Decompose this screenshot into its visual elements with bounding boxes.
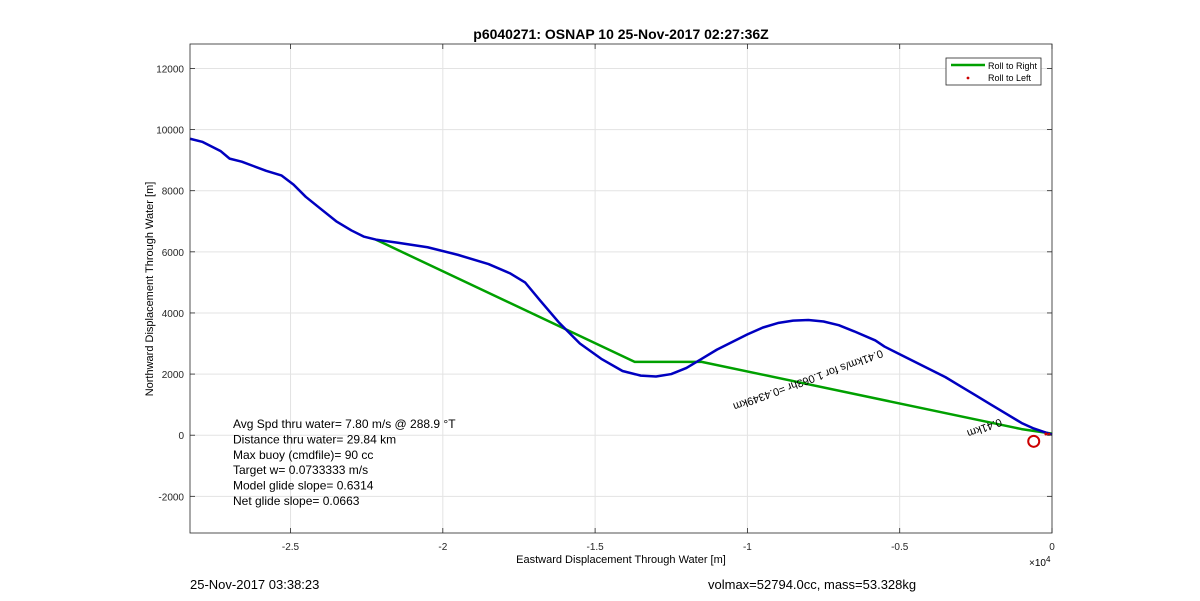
x-axis-ticks: -2.5 -2 -1.5 -1 -0.5 0 — [282, 44, 1055, 553]
x-tick-label: -0.5 — [891, 542, 909, 553]
plot-frame — [189, 43, 1053, 534]
y-tick-label: 4000 — [162, 309, 185, 320]
legend-box — [945, 57, 1042, 86]
y-axis-ticks: -2000 0 2000 4000 6000 8000 10000 12000 — [156, 64, 1052, 503]
stats-line: Target w= 0.0733333 m/s — [233, 463, 368, 477]
stats-line: Distance thru water= 29.84 km — [233, 432, 396, 446]
grid-lines — [190, 44, 1053, 533]
x-axis-multiplier-exponent: 4 — [1046, 555, 1051, 564]
stats-line: Model glide slope= 0.6314 — [233, 479, 374, 493]
legend: Roll to Right Roll to Left — [945, 57, 1042, 86]
x-tick-label: 0 — [1049, 542, 1055, 553]
series-line-roll-to-right — [375, 238, 1053, 435]
series-line-track — [189, 137, 1053, 436]
stats-text-block: Avg Spd thru water= 7.80 m/s @ 288.9 °TD… — [233, 417, 456, 508]
y-axis-label: Northward Displacement Through Water [m] — [144, 182, 156, 397]
x-tick-label: -2.5 — [282, 542, 300, 553]
y-tick-label: 2000 — [162, 370, 185, 381]
stats-line: Avg Spd thru water= 7.80 m/s @ 288.9 °T — [233, 417, 456, 431]
end-marker — [1027, 434, 1041, 448]
y-tick-label: 6000 — [162, 248, 185, 259]
x-tick-label: -1 — [743, 542, 752, 553]
plot-background — [190, 44, 1052, 533]
y-tick-label: 12000 — [156, 64, 184, 75]
y-tick-label: -2000 — [158, 492, 184, 503]
x-axis-multiplier-base: ×10 — [1029, 558, 1046, 569]
y-tick-label: 10000 — [156, 126, 184, 137]
x-axis-label: Eastward Displacement Through Water [m] — [516, 554, 726, 566]
legend-label-roll-to-right: Roll to Right — [988, 61, 1038, 71]
chart-title: p6040271: OSNAP 10 25-Nov-2017 02:27:36Z — [473, 26, 769, 42]
stats-line: Net glide slope= 0.0663 — [233, 494, 360, 508]
footer-timestamp: 25-Nov-2017 03:38:23 — [190, 577, 320, 592]
legend-label-roll-to-left: Roll to Left — [988, 73, 1032, 83]
x-tick-label: -1.5 — [586, 542, 604, 553]
x-axis-multiplier: ×104 — [1029, 555, 1051, 569]
y-tick-label: 0 — [178, 431, 184, 442]
legend-swatch-roll-to-left — [966, 76, 970, 80]
stats-line: Max buoy (cmdfile)= 90 cc — [233, 448, 373, 462]
y-tick-label: 8000 — [162, 187, 185, 198]
footer-mass-info: volmax=52794.0cc, mass=53.328kg — [708, 577, 917, 592]
x-tick-label: -2 — [438, 542, 447, 553]
series-point-roll-to-left — [1044, 432, 1048, 436]
